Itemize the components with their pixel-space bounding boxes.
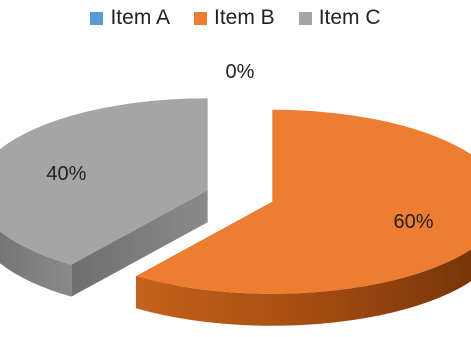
legend-label-c: Item C <box>318 6 381 29</box>
pie-slice-item-b <box>135 109 471 326</box>
chart-legend: Item A Item B Item C <box>0 6 471 30</box>
data-label-item-b: 60% <box>394 211 434 233</box>
legend-swatch-c <box>298 11 312 25</box>
legend-item-b: Item B <box>194 6 275 30</box>
data-label-item-a: 0% <box>226 61 255 83</box>
legend-label-a: Item A <box>110 6 170 29</box>
legend-label-b: Item B <box>214 6 275 29</box>
legend-swatch-a <box>90 11 104 25</box>
legend-item-c: Item C <box>298 6 381 30</box>
data-label-item-c: 40% <box>46 163 86 185</box>
legend-item-a: Item A <box>90 6 170 30</box>
pie-slice-item-c <box>0 98 208 297</box>
legend-swatch-b <box>194 11 207 25</box>
